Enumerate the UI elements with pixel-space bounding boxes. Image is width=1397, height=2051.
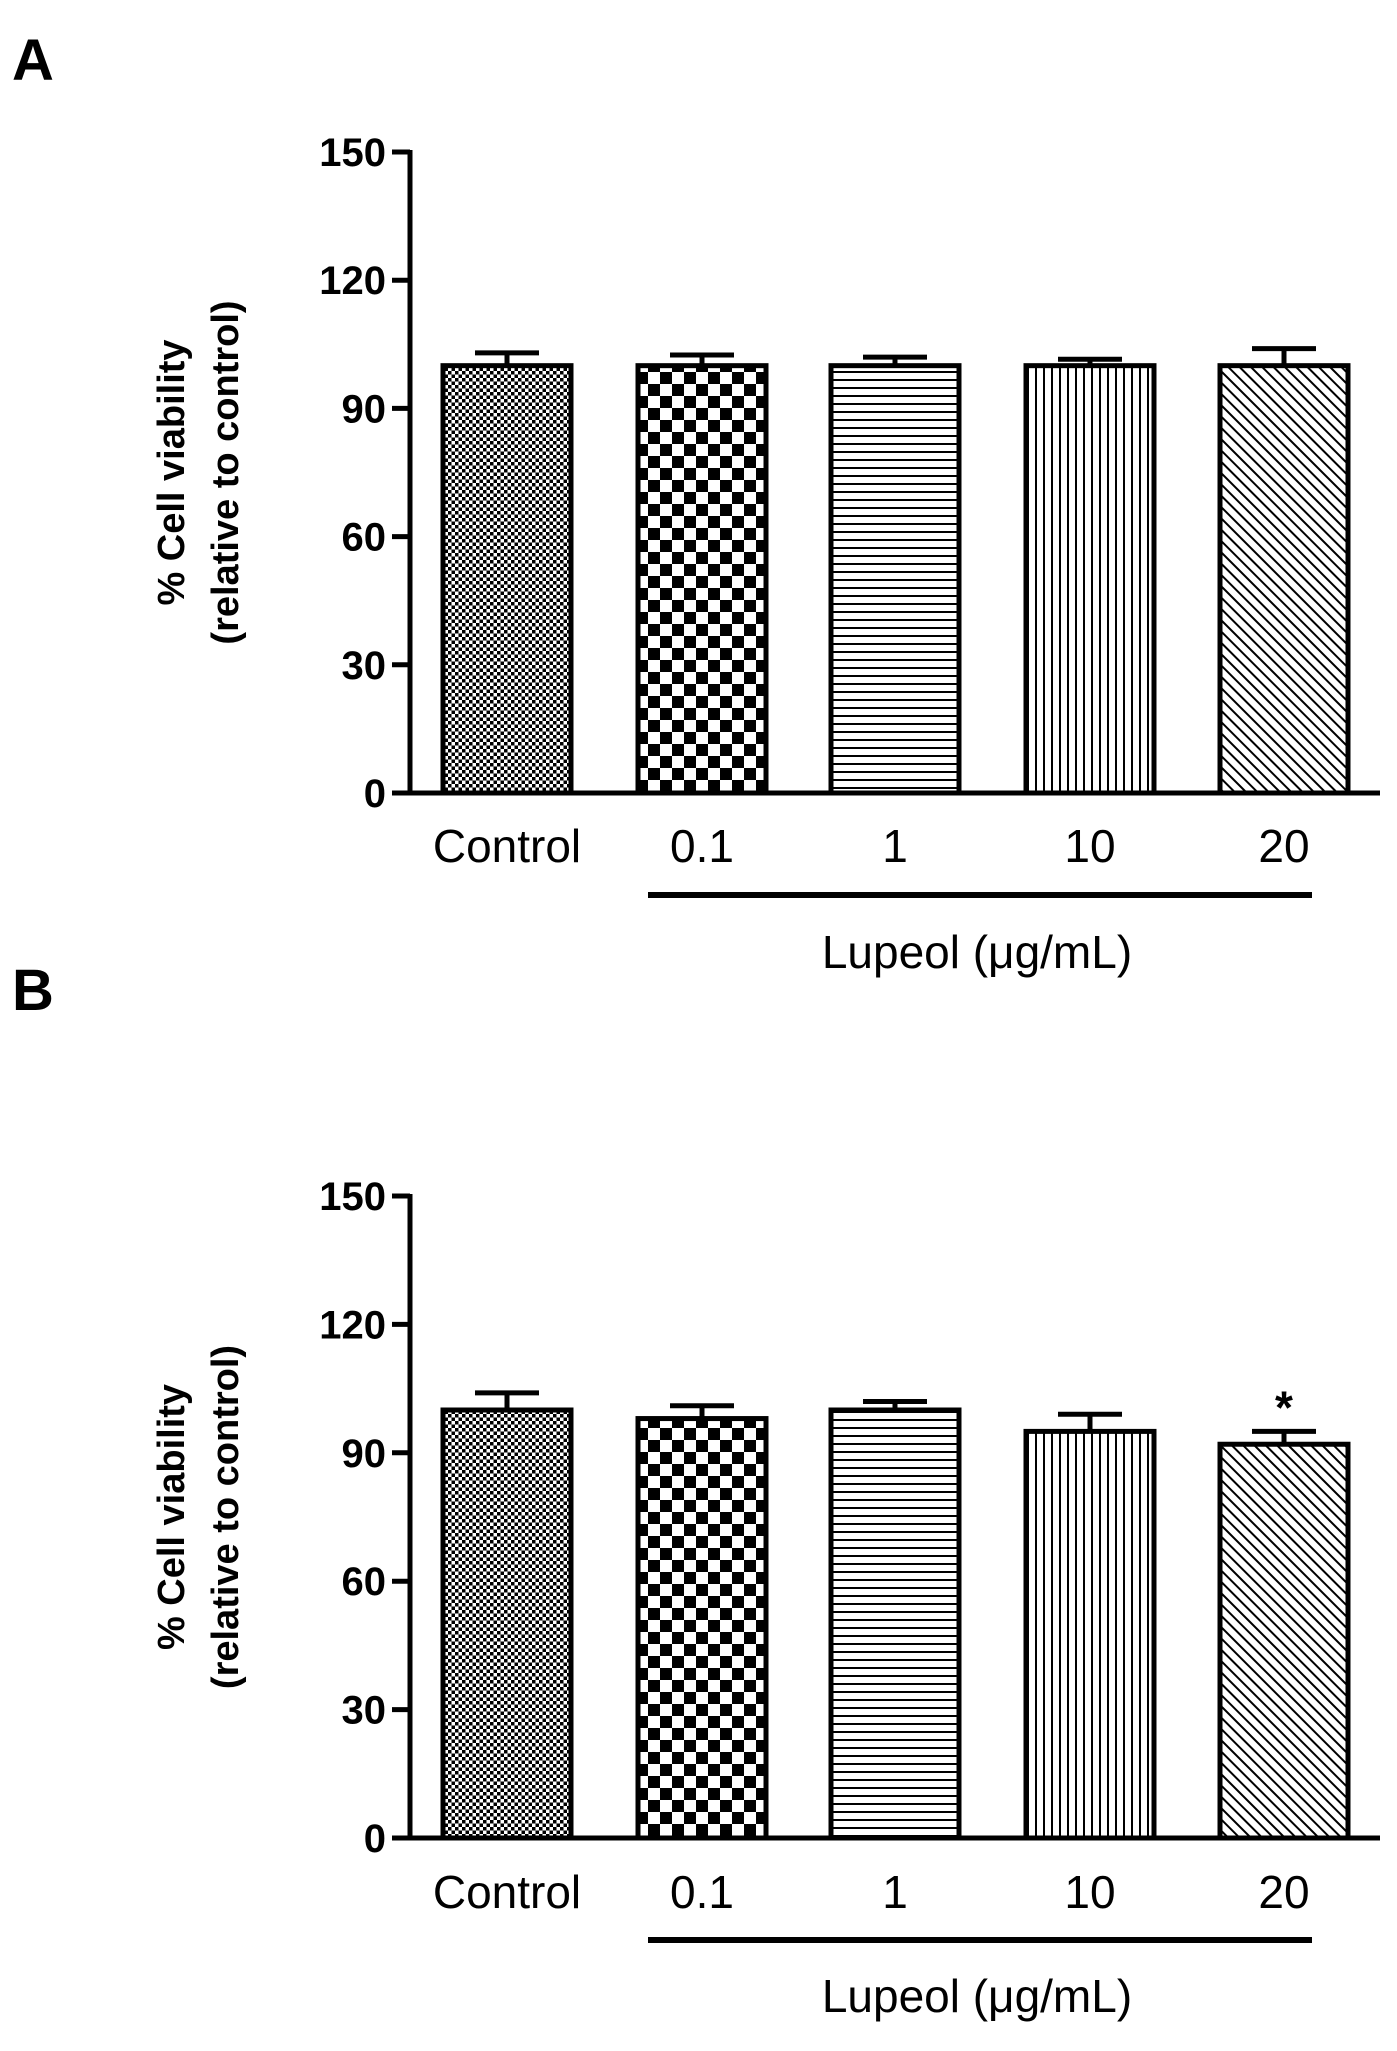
panel-b-ytick-label-2: 60 xyxy=(342,1560,387,1604)
panel-a-xtick-label-1: 0.1 xyxy=(670,820,734,872)
panel-b-ylabel-line2: (relative to control) xyxy=(205,1345,247,1689)
panel-b-letter: B xyxy=(12,958,54,1023)
panel-b-ytick-label-5: 150 xyxy=(319,1175,386,1219)
panel-a-ylabel-line1: % Cell viability xyxy=(151,339,193,605)
panel-a-ytick-label-5: 150 xyxy=(319,131,386,175)
panel-a-ytick-label-4: 120 xyxy=(319,259,386,303)
panel-b-xtick-label-0: Control xyxy=(433,1866,581,1918)
panel-b-bar-1 xyxy=(635,1416,769,1841)
panel-b-bar-0 xyxy=(440,1407,574,1841)
panel-b-xtick-label-2: 1 xyxy=(882,1866,908,1918)
panel-a-xtick-label-4: 20 xyxy=(1258,820,1309,872)
panel-b-xtick-label-1: 0.1 xyxy=(670,1866,734,1918)
panel-b-bar-3 xyxy=(1023,1428,1157,1841)
panel-a-bar-4 xyxy=(1217,363,1351,796)
panel-a-ylabel-line2: (relative to control) xyxy=(205,300,247,644)
panel-a-ytick-label-2: 60 xyxy=(342,516,387,560)
panel-b-ytick-label-0: 0 xyxy=(364,1817,386,1861)
panel-b-bar-4 xyxy=(1217,1441,1351,1841)
panel-a-ytick-label-1: 30 xyxy=(342,644,387,688)
panel-a-bar-1 xyxy=(635,363,769,796)
panel-a-ytick-label-3: 90 xyxy=(342,387,387,431)
panel-a-xtick-label-3: 10 xyxy=(1064,820,1115,872)
panel-a-bar-3 xyxy=(1023,363,1157,796)
panel-b-group-label: Lupeol (μg/mL) xyxy=(822,1970,1132,2022)
panel-b-xtick-label-4: 20 xyxy=(1258,1866,1309,1918)
panel-b-ylabel-line1: % Cell viability xyxy=(151,1384,193,1650)
panel-b: B Control 0.1 1 10 * 20 0 30 60 90 120 150 % Cell vi… xyxy=(12,958,1380,2022)
panel-a-bar-0 xyxy=(440,363,574,796)
panel-a-letter: A xyxy=(12,28,54,93)
panel-b-bar-2 xyxy=(828,1407,962,1841)
panel-a-xtick-label-2: 1 xyxy=(882,820,908,872)
panel-b-significance-4: * xyxy=(1275,1381,1293,1433)
panel-a-bar-2 xyxy=(828,363,962,796)
panel-a-ytick-label-0: 0 xyxy=(364,772,386,816)
panel-a-group-label: Lupeol (μg/mL) xyxy=(822,926,1132,978)
panel-a: A Control 0.1 1 10 20 0 30 60 90 120 150 % Cell via… xyxy=(12,28,1380,978)
panel-b-xtick-label-3: 10 xyxy=(1064,1866,1115,1918)
panel-b-ytick-label-3: 90 xyxy=(342,1432,387,1476)
panel-b-ytick-label-1: 30 xyxy=(342,1689,387,1733)
panel-a-xtick-label-0: Control xyxy=(433,820,581,872)
panel-b-ytick-label-4: 120 xyxy=(319,1303,386,1347)
